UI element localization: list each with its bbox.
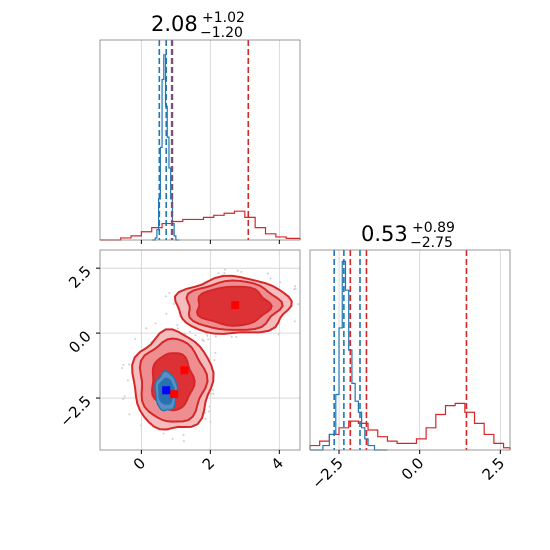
- grid-lines: [140, 40, 280, 240]
- title-x-minus: −1.20: [200, 25, 243, 41]
- sample-point: [128, 363, 131, 366]
- y-tick-label: 2.5: [65, 262, 95, 292]
- sample-point: [214, 351, 217, 354]
- sample-point: [182, 440, 185, 443]
- sample-point: [236, 269, 239, 272]
- sample-point: [162, 432, 165, 435]
- title-y-minus: −2.75: [410, 235, 453, 251]
- panel-frame: [99, 249, 301, 451]
- sample-point: [207, 338, 210, 341]
- sample-point: [207, 410, 210, 413]
- sample-point: [277, 333, 280, 336]
- sample-point: [172, 303, 175, 306]
- sample-point: [188, 330, 191, 333]
- sample-point: [210, 392, 213, 395]
- sample-point: [213, 359, 216, 362]
- sample-point: [235, 335, 238, 338]
- sample-point: [269, 277, 272, 280]
- sample-point: [165, 312, 168, 315]
- sample-point: [176, 324, 179, 327]
- median-marker: [162, 386, 171, 395]
- sample-point: [183, 332, 186, 335]
- sample-point: [279, 281, 282, 284]
- sample-point: [208, 405, 211, 408]
- sample-point: [176, 327, 179, 330]
- sample-point: [123, 395, 126, 398]
- title-y-plus: +0.89: [412, 220, 455, 236]
- sample-point: [122, 363, 125, 366]
- sample-point: [294, 287, 297, 290]
- sample-point: [230, 335, 233, 338]
- sample-point: [154, 322, 157, 325]
- red-histogram: [309, 402, 511, 450]
- sample-point: [121, 366, 124, 369]
- sample-point: [294, 285, 297, 288]
- sample-point: [224, 268, 227, 271]
- y-tick-label: −2.5: [56, 392, 94, 430]
- title-x-value: 2.08: [151, 12, 198, 36]
- median-marker: [180, 366, 189, 375]
- x-tick-label: 2: [199, 454, 218, 473]
- panel-marginal-y: −2.5 0.0 2.5: [308, 249, 511, 493]
- title-y-value: 0.53: [361, 222, 408, 246]
- sample-point: [266, 272, 269, 275]
- median-marker: [231, 301, 240, 310]
- x-tick-label: 4: [268, 454, 287, 473]
- x-tick-label: −2.5: [308, 454, 346, 492]
- sample-point: [211, 388, 214, 391]
- panel-frame: [99, 39, 301, 241]
- x-tick-label: 0.0: [398, 454, 428, 484]
- sample-point: [171, 437, 174, 440]
- sample-point: [223, 271, 226, 274]
- sample-point: [145, 327, 148, 330]
- sample-point: [182, 433, 185, 436]
- sample-point: [209, 421, 212, 424]
- sample-point: [128, 413, 131, 416]
- sample-point: [140, 424, 143, 427]
- sample-point: [297, 303, 300, 306]
- sample-point: [201, 339, 204, 342]
- title-x: 2.08 +1.02 −1.20: [151, 10, 245, 41]
- panel-joint: 0 2 4 −2.5 0.0 2.5: [56, 249, 301, 474]
- sample-point: [126, 379, 129, 382]
- x-tick-label: 0: [130, 454, 149, 473]
- grid-lines: [338, 250, 501, 450]
- sample-point: [122, 398, 125, 401]
- sample-point: [206, 334, 209, 337]
- sample-point: [217, 272, 220, 275]
- grid-lines: [100, 250, 300, 450]
- x-tick-label: 2.5: [479, 454, 509, 484]
- panel-frame: [309, 249, 511, 451]
- sample-point: [168, 291, 171, 294]
- sample-point: [134, 338, 137, 341]
- sample-point: [240, 270, 243, 273]
- y-tick-label: 0.0: [65, 327, 95, 357]
- sample-point: [194, 334, 197, 337]
- median-marker: [170, 390, 179, 399]
- panel-marginal-x: [99, 39, 301, 244]
- sample-point: [205, 333, 208, 336]
- sample-point: [204, 417, 207, 420]
- sample-point: [212, 392, 215, 395]
- joint-body: [121, 268, 300, 443]
- sample-point: [293, 320, 296, 323]
- sample-point: [214, 335, 217, 338]
- title-x-plus: +1.02: [202, 10, 245, 26]
- red-histogram: [100, 210, 301, 241]
- title-y: 0.53 +0.89 −2.75: [361, 220, 455, 251]
- sample-point: [164, 295, 167, 298]
